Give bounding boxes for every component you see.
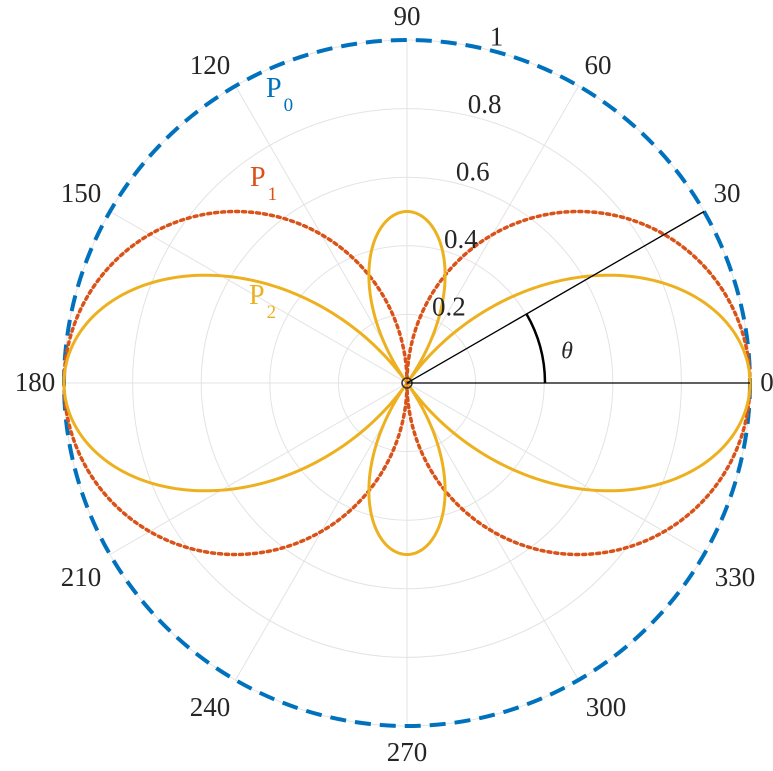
- angle-tick-label: 90: [394, 1, 421, 31]
- angle-tick-label: 150: [61, 178, 102, 208]
- angle-tick-label: 60: [585, 50, 612, 80]
- theta-label: θ: [561, 339, 573, 365]
- theta-arc: [525, 313, 547, 384]
- angle-grid-spoke: [109, 382, 408, 555]
- radial-tick-label: 1: [490, 21, 504, 51]
- theta-ray: [406, 210, 705, 384]
- angle-tick-label: 120: [190, 50, 231, 80]
- radial-tick-label: 0.2: [432, 292, 466, 322]
- angle-tick-label: 30: [714, 178, 741, 208]
- angle-tick-label: 0: [760, 367, 773, 397]
- theta-annotation: θ: [406, 210, 750, 384]
- series-label-p2: P2: [249, 280, 276, 323]
- angle-grid-spoke: [406, 382, 705, 555]
- angle-tick-label: 300: [586, 692, 627, 722]
- series-label-p0: P0: [266, 73, 293, 116]
- angle-tick-label: 210: [61, 562, 102, 592]
- angle-tick-label: 270: [387, 737, 428, 767]
- axis-labels: 0 30 60 90 120 150 180 210 240 270 300 330 0.2 0.4 0.6…: [15, 1, 773, 767]
- series-label-p1: P1: [250, 162, 277, 205]
- radial-tick-label: 0.8: [468, 89, 502, 119]
- angle-tick-label: 240: [190, 692, 231, 722]
- series-layer: [62, 38, 752, 728]
- series-line-p2: [62, 209, 752, 557]
- radial-tick-label: 0.6: [456, 157, 490, 187]
- radial-tick-label: 0.4: [444, 224, 478, 254]
- angle-tick-label: 330: [715, 562, 756, 592]
- angle-tick-label: 180: [15, 367, 56, 397]
- angle-grid-spoke: [109, 211, 408, 384]
